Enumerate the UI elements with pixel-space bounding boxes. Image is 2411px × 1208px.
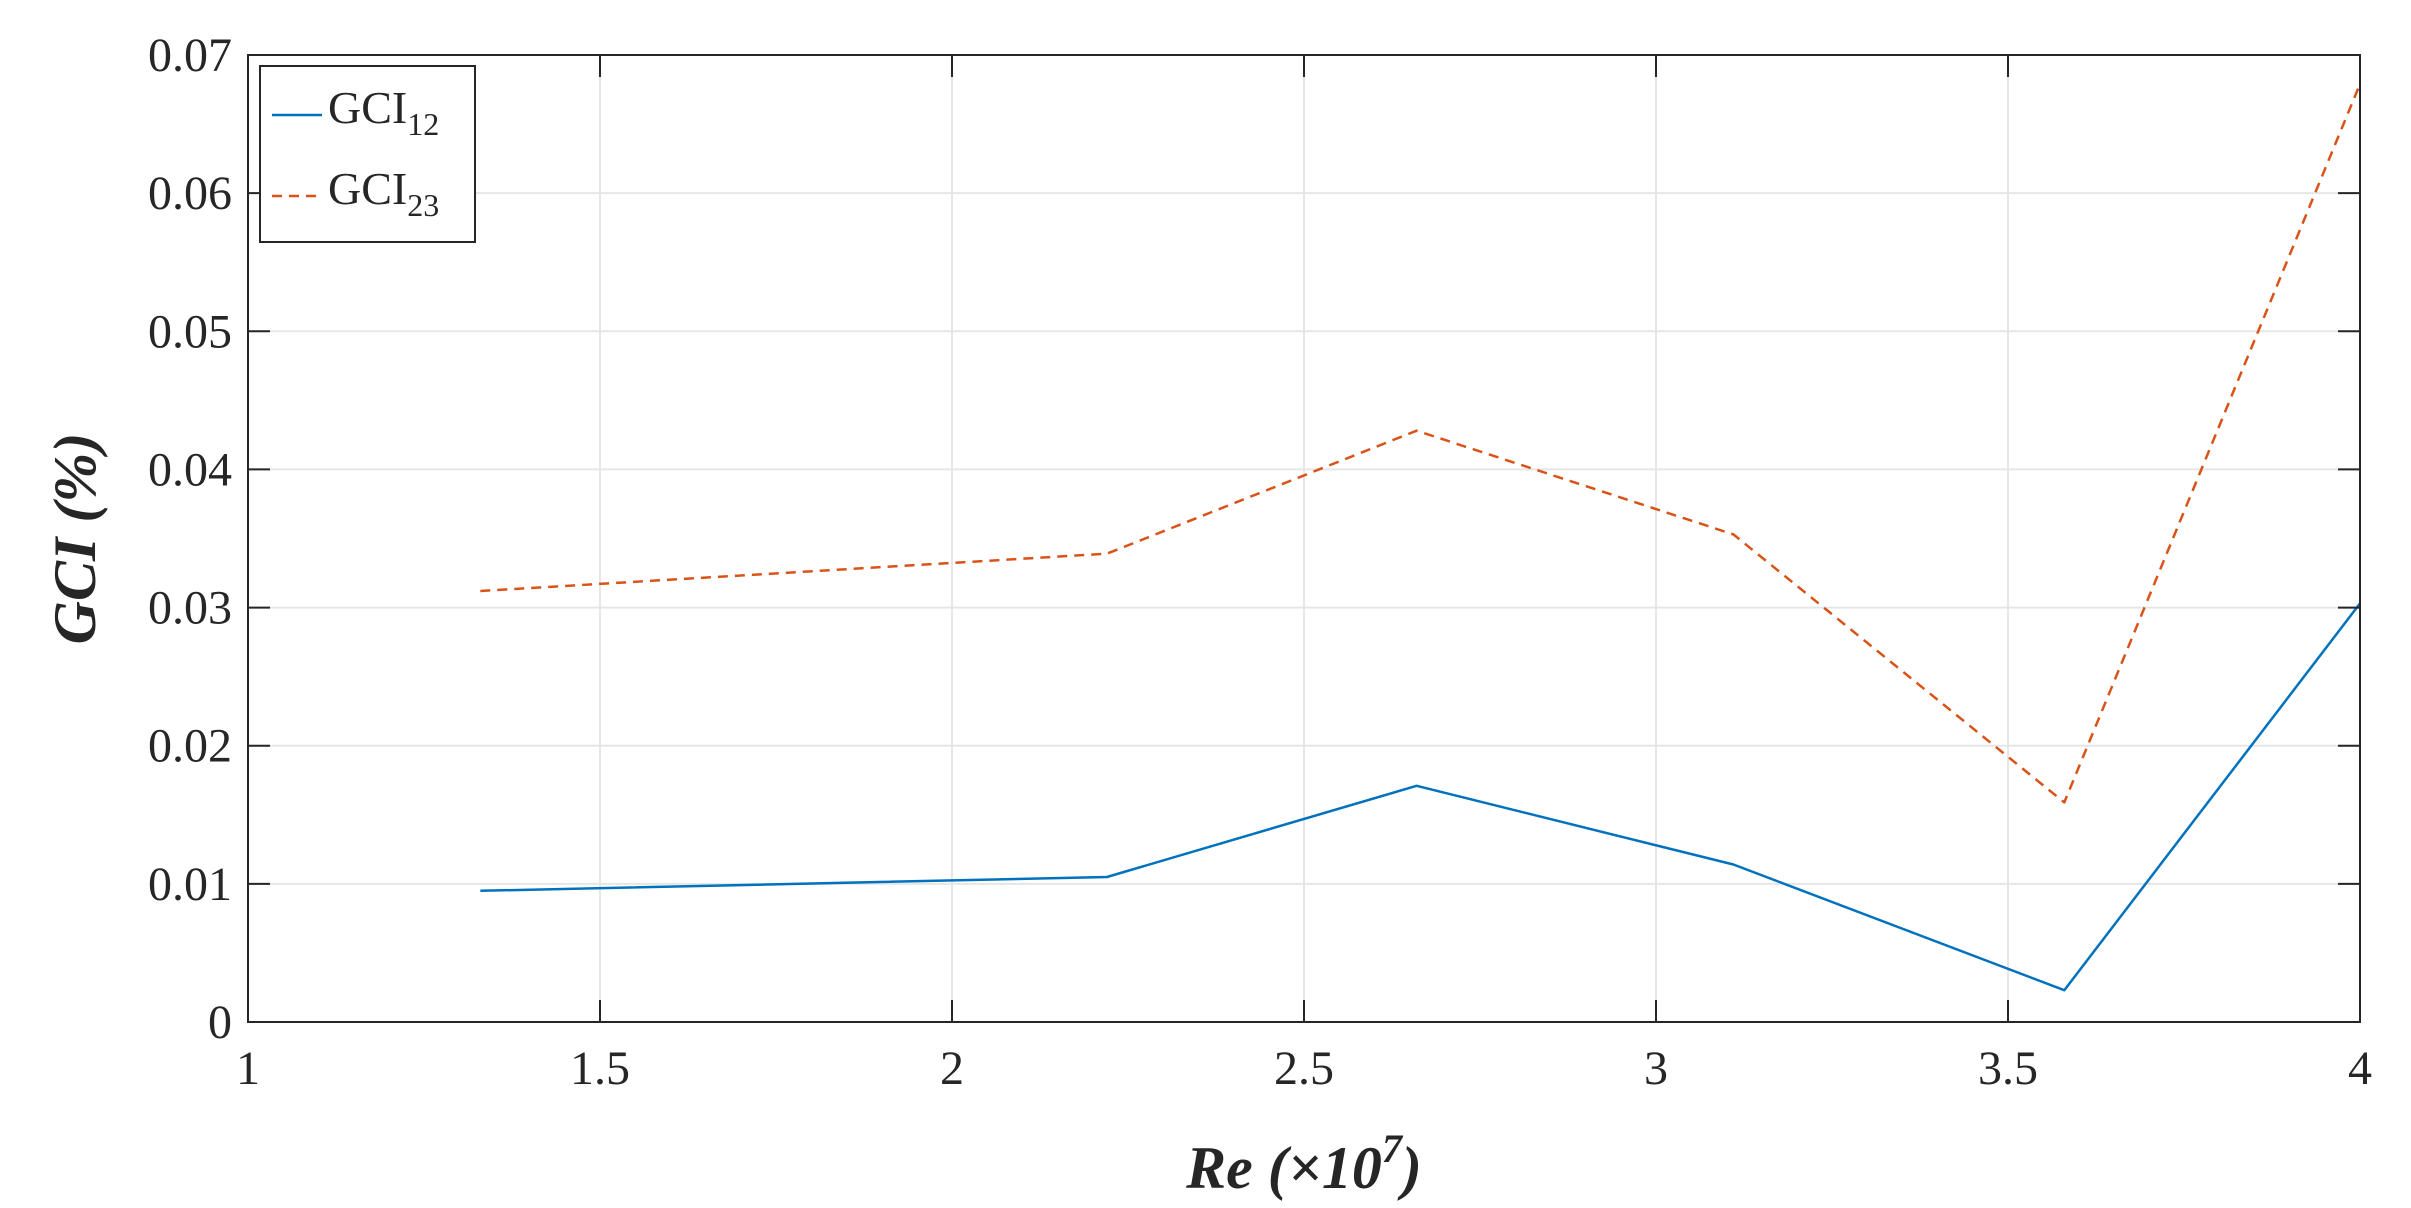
x-axis-title-close: ) bbox=[1397, 1135, 1422, 1201]
y-tick-label: 0.07 bbox=[148, 29, 232, 82]
legend-label-gci23-main: GCI bbox=[328, 163, 407, 214]
y-tick-label: 0.05 bbox=[148, 305, 232, 358]
legend-label-gci12: GCI12 bbox=[328, 82, 439, 142]
x-tick-label: 2 bbox=[940, 1042, 964, 1095]
tick-labels: 1 1.5 2 2.5 3 3.5 4 0 0.01 0.02 0.03 0.04 0.05 0.06 0.… bbox=[148, 29, 2372, 1095]
legend-box bbox=[259, 65, 476, 243]
y-axis-title: GCI (%) bbox=[42, 433, 108, 645]
y-tick-label: 0.06 bbox=[148, 167, 232, 220]
x-tick-label: 2.5 bbox=[1274, 1042, 1334, 1095]
legend-label-gci12-main: GCI bbox=[328, 82, 407, 133]
legend: GCI12 GCI23 bbox=[259, 65, 476, 243]
x-tick-label: 1.5 bbox=[570, 1042, 630, 1095]
grid bbox=[247, 54, 2361, 1023]
y-tick-label: 0.04 bbox=[148, 443, 232, 496]
ticks bbox=[247, 54, 2361, 1023]
x-tick-label: 3 bbox=[1644, 1042, 1668, 1095]
x-tick-label: 4 bbox=[2348, 1042, 2372, 1095]
legend-label-gci12-sub: 12 bbox=[407, 106, 439, 142]
legend-label-gci23-sub: 23 bbox=[407, 187, 439, 223]
x-axis-title: Re (×107) bbox=[1185, 1126, 1422, 1201]
x-tick-label: 1 bbox=[236, 1042, 260, 1095]
legend-label-gci23: GCI23 bbox=[328, 163, 439, 223]
series-group bbox=[480, 83, 2362, 992]
x-axis-title-exponent: 7 bbox=[1382, 1126, 1404, 1171]
series-line-0 bbox=[480, 602, 2361, 992]
y-tick-label: 0.01 bbox=[148, 858, 232, 911]
x-tick-label: 3.5 bbox=[1978, 1042, 2038, 1095]
series-line-1 bbox=[480, 83, 2362, 804]
y-tick-label: 0 bbox=[208, 996, 232, 1049]
x-axis-title-main: Re (×10 bbox=[1185, 1135, 1382, 1201]
y-tick-label: 0.03 bbox=[148, 582, 232, 635]
y-tick-label: 0.02 bbox=[148, 720, 232, 773]
